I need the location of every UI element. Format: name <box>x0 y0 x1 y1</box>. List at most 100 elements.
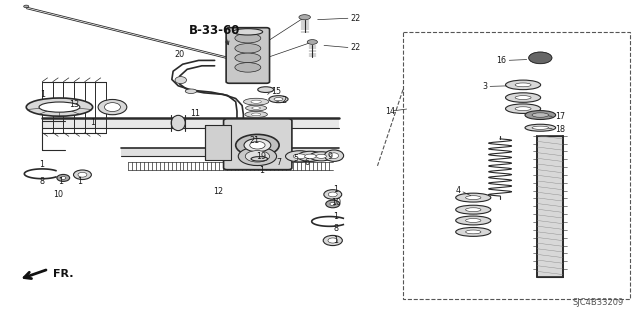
Ellipse shape <box>258 87 274 93</box>
Ellipse shape <box>244 138 271 152</box>
Ellipse shape <box>324 190 342 199</box>
Text: 12: 12 <box>212 187 223 196</box>
Circle shape <box>24 5 29 8</box>
Text: 19: 19 <box>256 152 266 161</box>
Ellipse shape <box>515 107 531 111</box>
Text: 22: 22 <box>351 14 361 23</box>
Ellipse shape <box>326 200 340 208</box>
Text: 22: 22 <box>351 43 361 52</box>
Circle shape <box>529 52 552 63</box>
Bar <box>121 148 339 156</box>
Ellipse shape <box>251 100 261 103</box>
Text: 1: 1 <box>333 185 339 194</box>
Ellipse shape <box>310 152 333 161</box>
Ellipse shape <box>466 219 481 222</box>
Text: 14: 14 <box>385 107 396 116</box>
Ellipse shape <box>456 227 491 236</box>
Text: 1: 1 <box>333 211 339 220</box>
Ellipse shape <box>466 230 481 234</box>
FancyBboxPatch shape <box>226 28 269 83</box>
Text: 1: 1 <box>90 118 95 128</box>
Ellipse shape <box>245 111 268 117</box>
Ellipse shape <box>466 196 481 199</box>
Ellipse shape <box>235 33 261 43</box>
Text: 8: 8 <box>333 224 339 233</box>
Ellipse shape <box>251 157 268 161</box>
Ellipse shape <box>323 235 342 246</box>
Ellipse shape <box>236 134 279 156</box>
Ellipse shape <box>328 238 337 243</box>
Text: 5: 5 <box>293 154 298 163</box>
Text: 10: 10 <box>331 198 341 207</box>
Text: 9: 9 <box>328 152 333 161</box>
Ellipse shape <box>104 103 120 112</box>
Text: 1: 1 <box>39 160 44 169</box>
Ellipse shape <box>172 115 185 130</box>
Ellipse shape <box>175 77 186 84</box>
Text: SJC4B33209: SJC4B33209 <box>572 298 623 307</box>
Ellipse shape <box>61 176 66 179</box>
Ellipse shape <box>185 89 196 93</box>
Text: 1: 1 <box>77 177 83 186</box>
Circle shape <box>529 52 552 63</box>
Ellipse shape <box>78 172 87 177</box>
Ellipse shape <box>243 98 269 105</box>
Text: 6: 6 <box>305 158 310 167</box>
Text: 17: 17 <box>555 112 565 121</box>
Ellipse shape <box>305 154 316 159</box>
Ellipse shape <box>235 44 261 53</box>
Bar <box>537 136 563 277</box>
Ellipse shape <box>252 113 260 116</box>
Ellipse shape <box>456 216 491 225</box>
Ellipse shape <box>316 154 326 158</box>
Ellipse shape <box>330 202 335 205</box>
Text: 2: 2 <box>282 96 287 105</box>
Ellipse shape <box>506 80 541 90</box>
Ellipse shape <box>285 151 314 162</box>
Ellipse shape <box>235 63 261 72</box>
Ellipse shape <box>456 193 491 202</box>
Text: 3: 3 <box>483 82 487 91</box>
Bar <box>205 124 230 160</box>
Ellipse shape <box>252 107 260 109</box>
Ellipse shape <box>298 151 323 161</box>
Text: 13: 13 <box>69 100 79 109</box>
Ellipse shape <box>246 105 267 111</box>
Ellipse shape <box>233 29 262 35</box>
Text: 21: 21 <box>250 136 260 145</box>
Text: 11: 11 <box>191 109 200 118</box>
Text: 7: 7 <box>276 158 281 167</box>
Ellipse shape <box>238 147 276 166</box>
Bar <box>403 33 630 299</box>
Ellipse shape <box>532 126 548 129</box>
Ellipse shape <box>525 124 556 131</box>
Text: 4: 4 <box>456 186 461 195</box>
Ellipse shape <box>515 96 531 100</box>
Text: 15: 15 <box>271 87 282 96</box>
Ellipse shape <box>328 192 337 197</box>
Text: 1: 1 <box>58 177 63 186</box>
Ellipse shape <box>269 96 288 103</box>
Ellipse shape <box>330 153 339 159</box>
Ellipse shape <box>98 100 127 115</box>
Ellipse shape <box>532 113 548 117</box>
Ellipse shape <box>250 141 265 149</box>
Ellipse shape <box>274 98 283 101</box>
Ellipse shape <box>74 170 92 180</box>
Ellipse shape <box>525 111 556 120</box>
Text: 16: 16 <box>497 56 506 65</box>
Ellipse shape <box>39 102 80 112</box>
Ellipse shape <box>299 15 310 20</box>
Ellipse shape <box>456 205 491 214</box>
Ellipse shape <box>245 151 269 162</box>
Text: 18: 18 <box>555 125 565 134</box>
Ellipse shape <box>235 53 261 63</box>
Ellipse shape <box>515 83 531 87</box>
Ellipse shape <box>26 98 93 116</box>
Text: B-33-60: B-33-60 <box>189 24 241 37</box>
Ellipse shape <box>293 154 306 159</box>
Text: FR.: FR. <box>53 270 74 279</box>
Bar <box>42 118 339 128</box>
Ellipse shape <box>57 174 70 182</box>
Ellipse shape <box>324 150 344 161</box>
